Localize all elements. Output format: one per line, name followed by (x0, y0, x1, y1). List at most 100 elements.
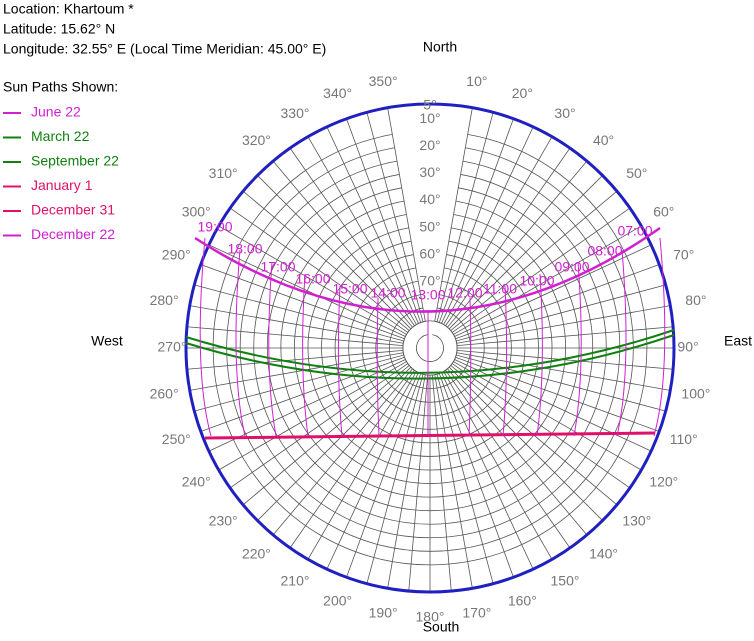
azimuth-line (326, 372, 419, 570)
latitude: Latitude: 15.62° N (3, 21, 115, 37)
azimuth-label: 80° (685, 292, 706, 308)
legend-label: January 1 (31, 177, 93, 193)
azimuth-label: 290° (162, 246, 191, 262)
azimuth-line (387, 374, 426, 589)
zenith-ring (402, 320, 458, 376)
azimuth-label: 170° (462, 605, 491, 621)
elevation-label: 60° (419, 245, 440, 261)
longitude: Longitude: 32.55° E (Local Time Meridian… (3, 41, 326, 57)
azimuth-line (200, 264, 405, 340)
azimuth-label: 210° (281, 573, 310, 589)
elevation-label: 20° (419, 137, 440, 153)
hour-label: 11:00 (483, 281, 517, 297)
azimuth-line (326, 126, 419, 324)
azimuth-label: 350° (369, 73, 398, 89)
azimuth-line (454, 359, 652, 452)
elevation-label: 10° (419, 110, 440, 126)
azimuth-line (272, 368, 413, 536)
azimuth-line (208, 359, 406, 452)
azimuth-line (455, 356, 660, 432)
hour-label: 19:00 (197, 219, 232, 235)
azimuth-line (456, 326, 674, 347)
azimuth-label: 300° (182, 204, 211, 220)
west: West (91, 333, 123, 349)
azimuth-line (366, 374, 424, 584)
azimuth-label: 20° (512, 85, 533, 101)
grid (186, 107, 674, 592)
azimuth-line (456, 305, 671, 344)
azimuth-label: 140° (589, 546, 618, 562)
azimuth-label: 10° (466, 73, 487, 89)
azimuth-line (436, 374, 494, 584)
legend-label: December 22 (31, 226, 115, 242)
azimuth-line (441, 372, 534, 570)
azimuth-line (453, 225, 642, 335)
south: South (423, 619, 460, 635)
hour-label: 15:00 (332, 281, 367, 297)
legend: June 22 March 22 September 22 January 1 Dece… (3, 104, 119, 242)
azimuth-line (346, 373, 422, 578)
azimuth-line (456, 349, 674, 370)
azimuth-label: 220° (242, 546, 271, 562)
azimuth-label: 250° (162, 431, 191, 447)
hour-line (468, 297, 472, 437)
azimuth-line (186, 349, 404, 370)
azimuth-line (200, 356, 405, 432)
azimuth-label: 340° (323, 85, 352, 101)
azimuth-line (431, 374, 452, 592)
azimuth-line (257, 366, 412, 521)
location: Location: Khartoum * (3, 1, 134, 17)
hour-label: 18:00 (227, 241, 262, 257)
azimuth-line (194, 354, 404, 412)
azimuth-line (257, 175, 412, 330)
azimuth-line (218, 361, 407, 471)
azimuth-line (189, 305, 404, 344)
hour-line (302, 273, 309, 437)
azimuth-label: 40° (593, 132, 614, 148)
azimuth-line (456, 352, 671, 391)
legend-label: June 22 (31, 104, 81, 120)
azimuth-label: 50° (626, 165, 647, 181)
azimuth-line (307, 371, 417, 560)
azimuth-label: 180° (416, 609, 445, 625)
azimuth-line (445, 147, 571, 327)
legend-label: December 31 (31, 202, 115, 218)
azimuth-line (434, 107, 473, 322)
azimuth-label: 160° (508, 592, 537, 608)
hour-line (536, 273, 543, 437)
azimuth-line (448, 366, 603, 521)
hour-label: 10:00 (519, 273, 554, 289)
azimuth-line (453, 361, 642, 471)
azimuth-line (387, 107, 426, 322)
azimuth-line (445, 369, 571, 549)
azimuth-label: 60° (653, 204, 674, 220)
hour-line (199, 237, 212, 437)
elevation-label: 30° (419, 164, 440, 180)
elevation-label: 50° (419, 218, 440, 234)
azimuth-line (436, 112, 494, 322)
azimuth-line (447, 160, 588, 328)
azimuth-label: 320° (242, 132, 271, 148)
azimuth-label: 200° (323, 592, 352, 608)
hour-label: 16:00 (295, 271, 330, 287)
hour-line (573, 261, 582, 437)
azimuth-line (366, 112, 424, 322)
legend-title: Sun Paths Shown: (3, 79, 118, 95)
hour-line (653, 237, 666, 437)
azimuth-line (346, 118, 422, 323)
azimuth-line (443, 371, 553, 560)
azimuth-line (194, 284, 404, 342)
azimuth-label: 70° (673, 246, 694, 262)
azimuth-line (447, 368, 588, 536)
azimuth-line (289, 147, 415, 327)
azimuth-label: 330° (281, 105, 310, 121)
azimuth-line (451, 207, 631, 333)
hour-line (502, 285, 508, 437)
hour-label: 07:00 (617, 223, 652, 239)
azimuth-line (242, 365, 410, 506)
legend-label: September 22 (31, 153, 119, 169)
elevation-label: 70° (419, 272, 440, 288)
hour-line (235, 249, 246, 437)
north: North (423, 39, 457, 55)
